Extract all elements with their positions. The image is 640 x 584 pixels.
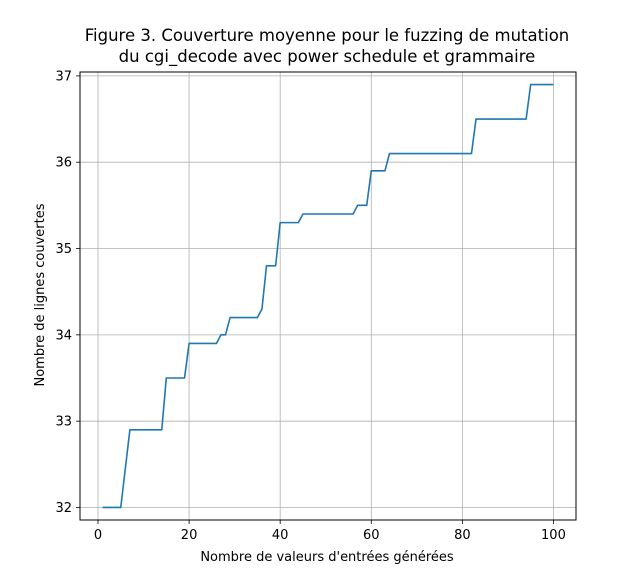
y-tick-label: 37 <box>55 69 72 84</box>
x-tick-label: 40 <box>272 528 289 543</box>
chart-title-line-1: Figure 3. Couverture moyenne pour le fuz… <box>85 26 570 45</box>
y-axis-label: Nombre de lignes couvertes <box>33 203 48 386</box>
x-tick-label: 80 <box>454 528 471 543</box>
x-axis-label: Nombre de valeurs d'entrées générées <box>200 550 454 565</box>
chart-title-line-2: du cgi_decode avec power schedule et gra… <box>119 47 536 67</box>
y-tick-label: 34 <box>55 328 72 343</box>
coverage-series-line <box>102 83 554 509</box>
x-tick-label: 20 <box>181 528 198 543</box>
y-tick-label: 33 <box>55 415 72 430</box>
x-tick-label: 100 <box>541 528 566 543</box>
y-tick-label: 36 <box>55 156 72 171</box>
plot-frame <box>79 71 577 521</box>
x-tick-label: 60 <box>363 528 380 543</box>
axis-ticks: 0 20 40 60 80 100 32 33 34 35 36 37 <box>55 69 565 543</box>
y-tick-label: 35 <box>55 242 72 257</box>
y-tick-label: 32 <box>55 501 72 516</box>
grid-lines <box>80 72 576 520</box>
x-tick-label: 0 <box>94 528 102 543</box>
